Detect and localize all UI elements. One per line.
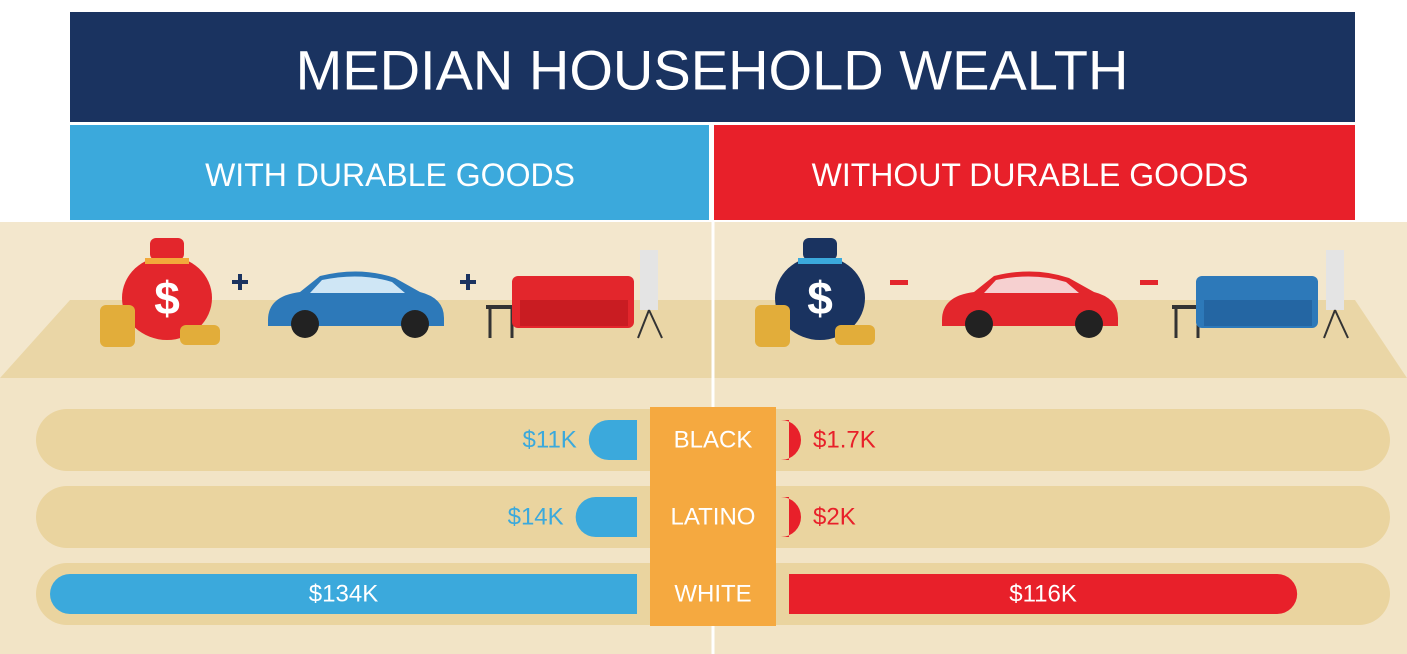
- bag-symbol: $: [807, 272, 833, 324]
- category-label: WHITE: [674, 581, 751, 608]
- bar: [50, 574, 637, 614]
- value-label: $2K: [813, 504, 856, 531]
- value-label: $1.7K: [813, 427, 876, 454]
- bar: [575, 497, 637, 537]
- icons-left: $: [100, 238, 663, 347]
- legend-left: WITH DURABLE GOODS: [205, 157, 575, 193]
- chart-title: MEDIAN HOUSEHOLD WEALTH: [296, 39, 1129, 102]
- value-label: $14K: [508, 504, 564, 531]
- category-label: LATINO: [671, 504, 756, 531]
- category-label: BLACK: [674, 427, 753, 454]
- bar: [781, 497, 801, 537]
- title-bar: [70, 12, 1355, 122]
- bar: [781, 420, 801, 460]
- header-right: [714, 125, 1355, 220]
- icons-right: $: [755, 238, 1349, 347]
- legend-right: WITHOUT DURABLE GOODS: [812, 157, 1249, 193]
- value-label: $11K: [523, 427, 577, 454]
- bag-symbol: $: [154, 272, 180, 324]
- bar: [789, 574, 1298, 614]
- value-label: $134K: [309, 581, 378, 608]
- label-box: [650, 407, 776, 626]
- bar: [588, 420, 637, 460]
- header-left: [70, 125, 709, 220]
- value-label: $116K: [1009, 581, 1077, 608]
